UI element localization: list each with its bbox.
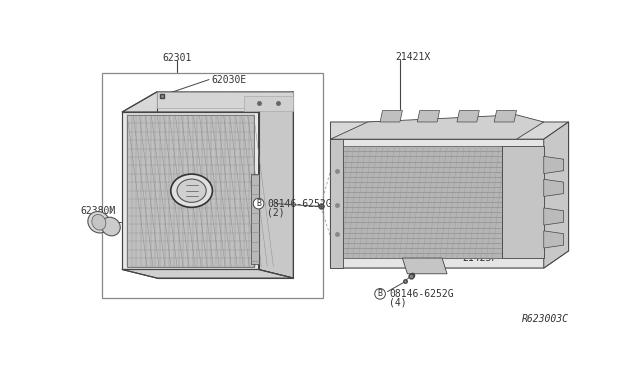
Text: R623003C: R623003C <box>522 314 568 324</box>
Polygon shape <box>544 179 564 196</box>
Polygon shape <box>417 110 440 122</box>
Text: 62030E: 62030E <box>211 74 246 84</box>
Polygon shape <box>122 269 293 278</box>
Polygon shape <box>544 122 568 268</box>
Ellipse shape <box>101 217 120 236</box>
Ellipse shape <box>92 214 106 230</box>
Polygon shape <box>259 92 293 278</box>
Polygon shape <box>251 173 259 264</box>
Text: 08146-6252G: 08146-6252G <box>268 199 332 209</box>
Bar <box>102 73 323 298</box>
Text: (2): (2) <box>268 207 285 217</box>
Polygon shape <box>122 112 259 269</box>
Text: 21425P: 21425P <box>462 253 497 263</box>
Text: 08146-6252G: 08146-6252G <box>389 289 454 299</box>
Text: B: B <box>378 289 383 298</box>
Polygon shape <box>330 115 544 139</box>
Polygon shape <box>127 115 253 267</box>
Polygon shape <box>335 146 502 258</box>
Text: (4): (4) <box>389 298 406 307</box>
Ellipse shape <box>177 179 206 202</box>
Polygon shape <box>494 110 516 122</box>
Polygon shape <box>330 139 343 268</box>
Text: 62380M: 62380M <box>80 206 115 216</box>
Polygon shape <box>403 258 447 274</box>
Polygon shape <box>244 96 293 110</box>
Polygon shape <box>544 156 564 173</box>
Polygon shape <box>457 110 479 122</box>
Ellipse shape <box>171 174 212 207</box>
Polygon shape <box>380 110 403 122</box>
Polygon shape <box>544 231 564 248</box>
Polygon shape <box>122 92 293 112</box>
Polygon shape <box>330 122 568 139</box>
Ellipse shape <box>88 212 110 233</box>
Text: B: B <box>256 199 261 208</box>
Polygon shape <box>157 92 293 108</box>
Polygon shape <box>544 208 564 225</box>
Polygon shape <box>330 122 568 268</box>
Polygon shape <box>502 146 544 258</box>
Text: 21421X: 21421X <box>395 52 430 62</box>
Text: 62301: 62301 <box>162 52 191 62</box>
